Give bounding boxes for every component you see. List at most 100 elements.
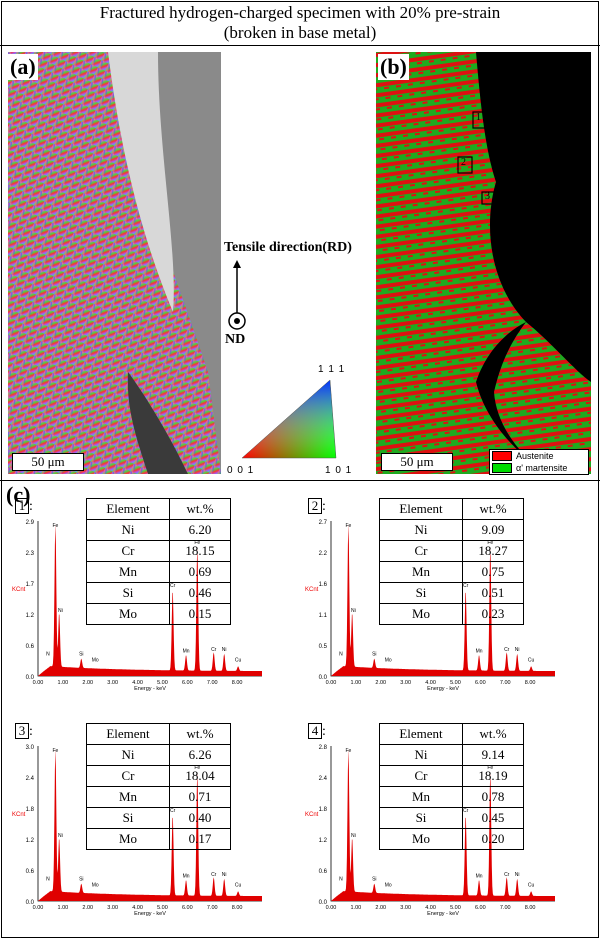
y-tick-label: 2.4 xyxy=(319,776,328,782)
wt-percent-cell: 6.20 xyxy=(169,519,231,541)
table-row: Mn 0.75 xyxy=(379,561,524,583)
y-tick-label: 0.0 xyxy=(319,900,328,906)
peak-label: Ni xyxy=(515,872,520,878)
region-label-4: 4: xyxy=(308,723,326,740)
peak-label: Cr xyxy=(211,647,217,653)
x-tick-label: 6.00 xyxy=(475,680,486,686)
table-row: Si 0.45 xyxy=(379,807,524,829)
ipf-label-101: 1 0 1 xyxy=(325,465,353,476)
phase-map-image: 1 2 3 4 xyxy=(376,52,591,474)
table-header-cell: wt.% xyxy=(462,498,524,520)
legend-martensite-label: α' martensite xyxy=(516,463,568,473)
spectrum-trace xyxy=(331,748,555,901)
scale-bar-b: 50 μm xyxy=(381,453,453,471)
wt-percent-cell: 0.69 xyxy=(169,561,231,583)
x-tick-label: 0.00 xyxy=(33,905,44,911)
y-tick-label: 2.9 xyxy=(26,520,35,526)
peak-label: Ni xyxy=(222,872,227,878)
x-tick-label: 7.00 xyxy=(500,905,511,911)
wt-percent-cell: 0.15 xyxy=(169,603,231,625)
wt-percent-cell: 18.15 xyxy=(169,540,231,562)
peak-label: N xyxy=(339,876,343,882)
peak-label: N xyxy=(46,876,50,882)
figure-title: Fractured hydrogen-charged specimen with… xyxy=(0,0,600,46)
composition-table-4: Element wt.% Ni 9.14 Cr 18.19 Mn 0.78 Si 0.45 Mo 0.… xyxy=(379,723,524,850)
x-tick-label: 0.00 xyxy=(326,680,337,686)
x-tick-label: 3.00 xyxy=(400,680,411,686)
peak-label: Ni xyxy=(351,608,356,614)
panel-label-a: (a) xyxy=(8,54,38,80)
x-tick-label: 0.00 xyxy=(33,680,44,686)
peak-label: Fe xyxy=(53,523,59,529)
scale-bar-label-a: 50 μm xyxy=(31,454,65,469)
tensile-direction-label: Tensile direction(RD) xyxy=(224,240,352,255)
table-row: Si 0.40 xyxy=(86,807,231,829)
y-axis-label: KCnt xyxy=(12,587,26,593)
x-tick-label: 3.00 xyxy=(107,905,118,911)
legend-austenite: Austenite xyxy=(490,450,588,462)
peak-label: N xyxy=(46,651,50,657)
peak-label: Mn xyxy=(476,873,483,879)
table-header-cell: Element xyxy=(379,723,463,745)
x-tick-label: 3.00 xyxy=(107,680,118,686)
table-header-cell: Element xyxy=(379,498,463,520)
peak-label: Mn xyxy=(183,873,190,879)
table-row: Cr 18.04 xyxy=(86,765,231,787)
y-tick-label: 1.6 xyxy=(319,582,328,588)
ipf-label-001: 0 0 1 xyxy=(227,465,255,476)
x-tick-label: 1.00 xyxy=(58,680,69,686)
table-row: Cr 18.19 xyxy=(379,765,524,787)
wt-percent-cell: 0.71 xyxy=(169,786,231,808)
element-cell: Mo xyxy=(86,828,170,850)
spectrum-trace xyxy=(38,523,262,676)
wt-percent-cell: 0.46 xyxy=(169,582,231,604)
peak-label: Mo xyxy=(92,883,99,889)
element-cell: Mn xyxy=(379,561,463,583)
ipf-label-111: 1 1 1 xyxy=(318,364,346,375)
peak-label: Cr xyxy=(504,872,510,878)
y-tick-label: 0.5 xyxy=(319,644,328,650)
element-cell: Mo xyxy=(86,603,170,625)
table-header-cell: Element xyxy=(86,723,170,745)
y-tick-label: 2.8 xyxy=(319,745,328,751)
table-row: Si 0.46 xyxy=(86,582,231,604)
peak-label: Si xyxy=(79,651,83,657)
spectrum-trace xyxy=(331,523,555,676)
peak-label: Mo xyxy=(385,883,392,889)
table-row: Mn 0.78 xyxy=(379,786,524,808)
element-cell: Ni xyxy=(86,744,170,766)
y-tick-label: 0.0 xyxy=(319,675,328,681)
element-cell: Cr xyxy=(379,540,463,562)
composition-table-3: Element wt.% Ni 6.26 Cr 18.04 Mn 0.71 Si 0.40 Mo 0.… xyxy=(86,723,231,850)
wt-percent-cell: 0.45 xyxy=(462,807,524,829)
x-tick-label: 7.00 xyxy=(207,905,218,911)
element-cell: Cr xyxy=(379,765,463,787)
x-tick-label: 1.00 xyxy=(58,905,69,911)
x-axis-label: Energy - keV xyxy=(134,686,166,692)
y-tick-label: 1.2 xyxy=(319,838,328,844)
peak-label: Cr xyxy=(211,872,217,878)
y-tick-label: 1.8 xyxy=(26,807,35,813)
x-axis-label: Energy - keV xyxy=(427,911,459,917)
peak-label: Cu xyxy=(235,883,242,889)
y-tick-label: 2.2 xyxy=(319,551,328,557)
element-cell: Mn xyxy=(86,561,170,583)
eds-spectrum-1: 2.9 2.3 1.7 1.2 0.6 0.0 KCnt 0.00 1.00 2.00 3.00 4.… xyxy=(12,520,262,692)
y-tick-label: 0.0 xyxy=(26,675,35,681)
y-tick-label: 3.0 xyxy=(26,745,35,751)
legend-martensite: α' martensite xyxy=(490,462,588,474)
y-tick-label: 1.1 xyxy=(319,613,328,619)
element-cell: Ni xyxy=(379,519,463,541)
wt-percent-cell: 0.75 xyxy=(462,561,524,583)
x-tick-label: 5.00 xyxy=(450,905,461,911)
x-tick-label: 6.00 xyxy=(475,905,486,911)
eds-spectrum-4: 2.8 2.4 1.8 1.2 0.6 0.0 KCnt 0.00 1.00 2.00 3.00 4.… xyxy=(305,745,555,917)
peak-label: Ni xyxy=(515,647,520,653)
x-tick-label: 5.00 xyxy=(157,680,168,686)
table-row: Mo 0.15 xyxy=(86,603,231,625)
wt-percent-cell: 0.78 xyxy=(462,786,524,808)
peak-label: Cu xyxy=(528,883,535,889)
y-tick-label: 1.7 xyxy=(26,582,35,588)
scale-bar-a: 50 μm xyxy=(12,453,84,471)
